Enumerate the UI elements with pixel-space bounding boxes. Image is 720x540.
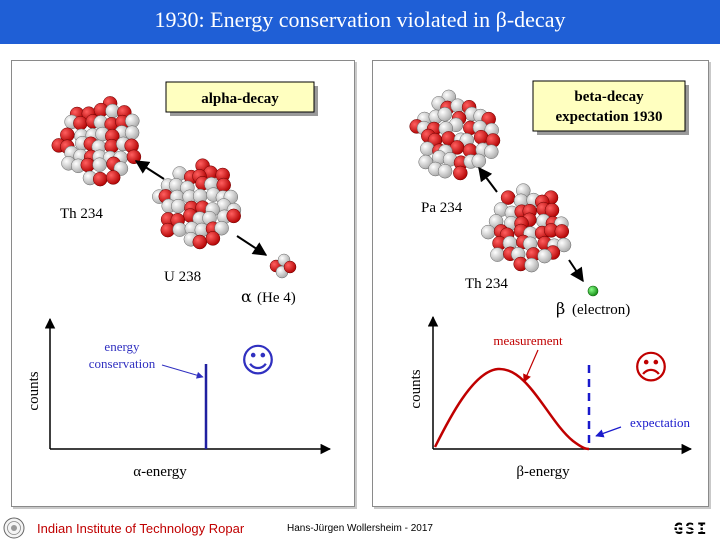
- alpha-decay-label: alpha-decay: [201, 91, 279, 107]
- expectation-label: expectation: [630, 415, 690, 430]
- gsi-logo: GSI: [665, 520, 717, 536]
- iit-ropar-logo-icon: [3, 517, 25, 539]
- th234-label: Th 234: [465, 276, 508, 292]
- y-axis-label: counts: [408, 369, 424, 408]
- beta-decay-panel: beta-decay expectation 1930 Pa 234 Th 23…: [372, 60, 709, 507]
- he4-label: (He 4): [257, 290, 296, 306]
- th234-parent-nucleus: [480, 183, 572, 273]
- neutron: [437, 163, 453, 179]
- alpha-decay-label-box: [165, 81, 315, 113]
- neutron: [172, 222, 187, 237]
- neutron: [437, 107, 453, 122]
- electron-arrow: [568, 259, 584, 283]
- y-axis-label: counts: [26, 371, 42, 410]
- neutron: [471, 153, 487, 169]
- neutron: [537, 248, 552, 264]
- beta-decay-label-line-1: beta-decay: [574, 89, 644, 105]
- x-axis-label: β-energy: [516, 464, 570, 480]
- proton: [554, 224, 570, 239]
- measured-spectrum-curve: [433, 367, 590, 451]
- neutron: [124, 125, 140, 140]
- proton: [226, 208, 241, 224]
- annotation-line-2: conservation: [89, 356, 156, 371]
- proton: [105, 170, 121, 185]
- beta-symbol: β: [556, 299, 565, 318]
- footer-institute: Indian Institute of Technology Ropar: [37, 521, 245, 536]
- pa234-label: Pa 234: [421, 200, 463, 216]
- alpha-decay-panel: alpha-decay Th 234 U 238 α (He 4) energy…: [11, 60, 355, 507]
- proton: [92, 171, 108, 187]
- alpha-arrow: [236, 235, 268, 256]
- neutron: [556, 237, 572, 253]
- x-axis-label: α-energy: [133, 464, 187, 480]
- neutron: [484, 144, 499, 159]
- pa234-nucleus: [409, 89, 501, 181]
- proton: [192, 234, 208, 250]
- neutron: [214, 220, 229, 236]
- electron-label: (electron): [572, 302, 630, 318]
- u238-nucleus: [152, 158, 242, 250]
- proton: [453, 165, 468, 181]
- daughter-arrow: [478, 166, 498, 193]
- sad-face-icon: ☹: [633, 348, 668, 388]
- helium-nucleus: [269, 253, 297, 279]
- annotation-arrow: [161, 364, 204, 379]
- proton: [283, 260, 297, 274]
- slide-title: 1930: Energy conservation violated in β-…: [154, 7, 566, 32]
- neutron: [480, 224, 496, 240]
- neutron: [490, 247, 505, 262]
- expectation-arrow: [595, 426, 622, 438]
- alpha-symbol: α: [241, 287, 252, 306]
- proton: [73, 115, 88, 131]
- daughter-arrow: [134, 160, 165, 180]
- footer-author: Hans-Jürgen Wollersheim - 2017: [287, 523, 433, 534]
- neutron: [171, 198, 186, 214]
- proton: [500, 190, 516, 205]
- neutron: [92, 157, 107, 172]
- electron-particle: [587, 285, 599, 297]
- measurement-arrow: [523, 349, 539, 383]
- th234-label: Th 234: [60, 206, 103, 222]
- gsi-logo-text: GSI: [674, 520, 709, 536]
- annotation-line-1: energy: [104, 339, 140, 354]
- neutron: [420, 141, 435, 156]
- title-bar: 1930: Energy conservation violated in β-…: [0, 0, 720, 44]
- beta-decay-label-box: [532, 80, 686, 132]
- th234-nucleus: [51, 96, 142, 187]
- beta-decay-label-line-2: expectation 1930: [555, 109, 662, 125]
- proton: [205, 231, 221, 246]
- neutron: [524, 257, 539, 273]
- u238-label: U 238: [164, 269, 201, 285]
- smiley-face-icon: ☺: [240, 341, 275, 381]
- measurement-label: measurement: [493, 333, 563, 348]
